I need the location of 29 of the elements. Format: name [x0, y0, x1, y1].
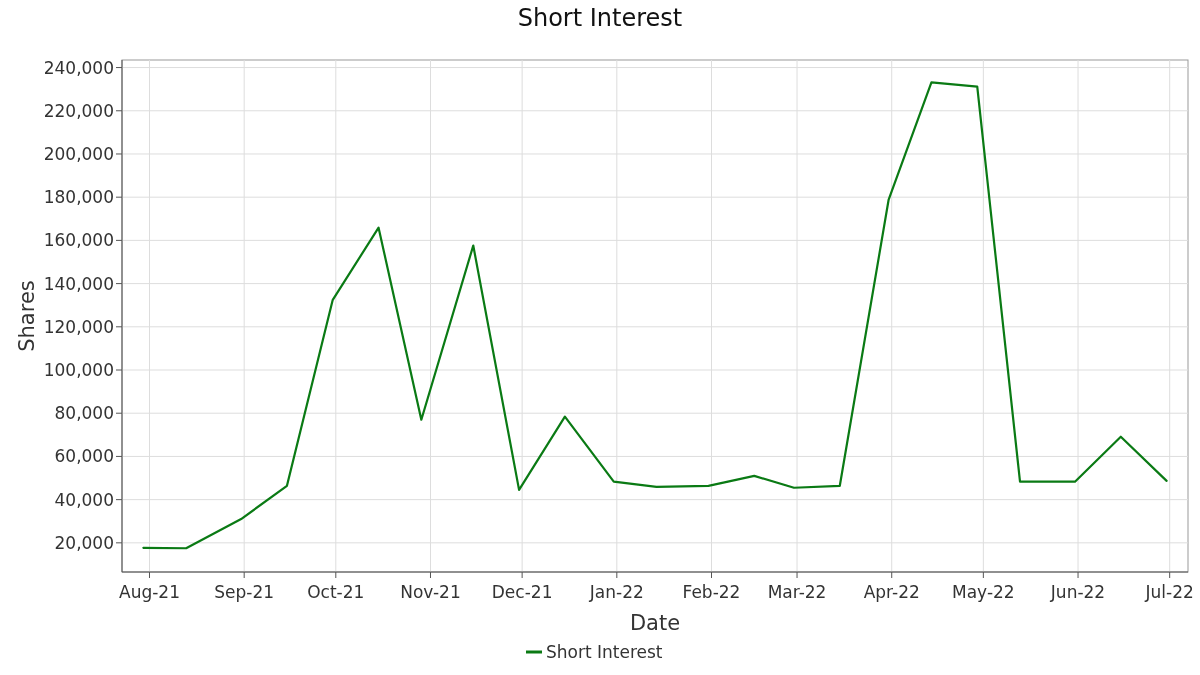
x-tick-label: Apr-22 — [863, 582, 920, 602]
x-tick-label: Feb-22 — [682, 582, 741, 602]
y-tick-label: 40,000 — [54, 489, 114, 510]
y-tick-label: 200,000 — [43, 143, 114, 164]
x-tick-label: Mar-22 — [767, 582, 827, 602]
y-tick-label: 220,000 — [43, 100, 114, 121]
y-tick-label: 160,000 — [43, 230, 114, 251]
y-tick-label: 20,000 — [54, 532, 114, 553]
x-tick-label: Jun-22 — [1049, 582, 1106, 602]
x-tick-label: May-22 — [952, 582, 1015, 602]
legend-label: Short Interest — [546, 642, 663, 662]
y-tick-label: 240,000 — [43, 57, 114, 78]
x-axis-title: Date — [629, 611, 681, 635]
x-tick-label: Aug-21 — [119, 582, 180, 602]
y-tick-label: 180,000 — [43, 187, 114, 208]
y-tick-label: 120,000 — [43, 316, 114, 337]
chart-title: Short Interest — [517, 4, 683, 32]
x-tick-label: Jan-22 — [588, 582, 644, 602]
y-axis-title: Shares — [15, 280, 39, 352]
x-tick-label: Oct-21 — [307, 582, 365, 602]
y-tick-label: 60,000 — [54, 446, 114, 467]
line-series — [142, 81, 1168, 550]
x-tick-label: Sep-21 — [214, 582, 275, 602]
x-tick-label: Dec-21 — [491, 582, 553, 602]
y-tick-label: 140,000 — [43, 273, 114, 294]
x-tick-label: Jul-22 — [1144, 582, 1194, 602]
y-tick-label: 80,000 — [54, 403, 114, 424]
y-tick-label: 100,000 — [43, 360, 114, 381]
x-tick-label: Nov-21 — [400, 582, 461, 602]
